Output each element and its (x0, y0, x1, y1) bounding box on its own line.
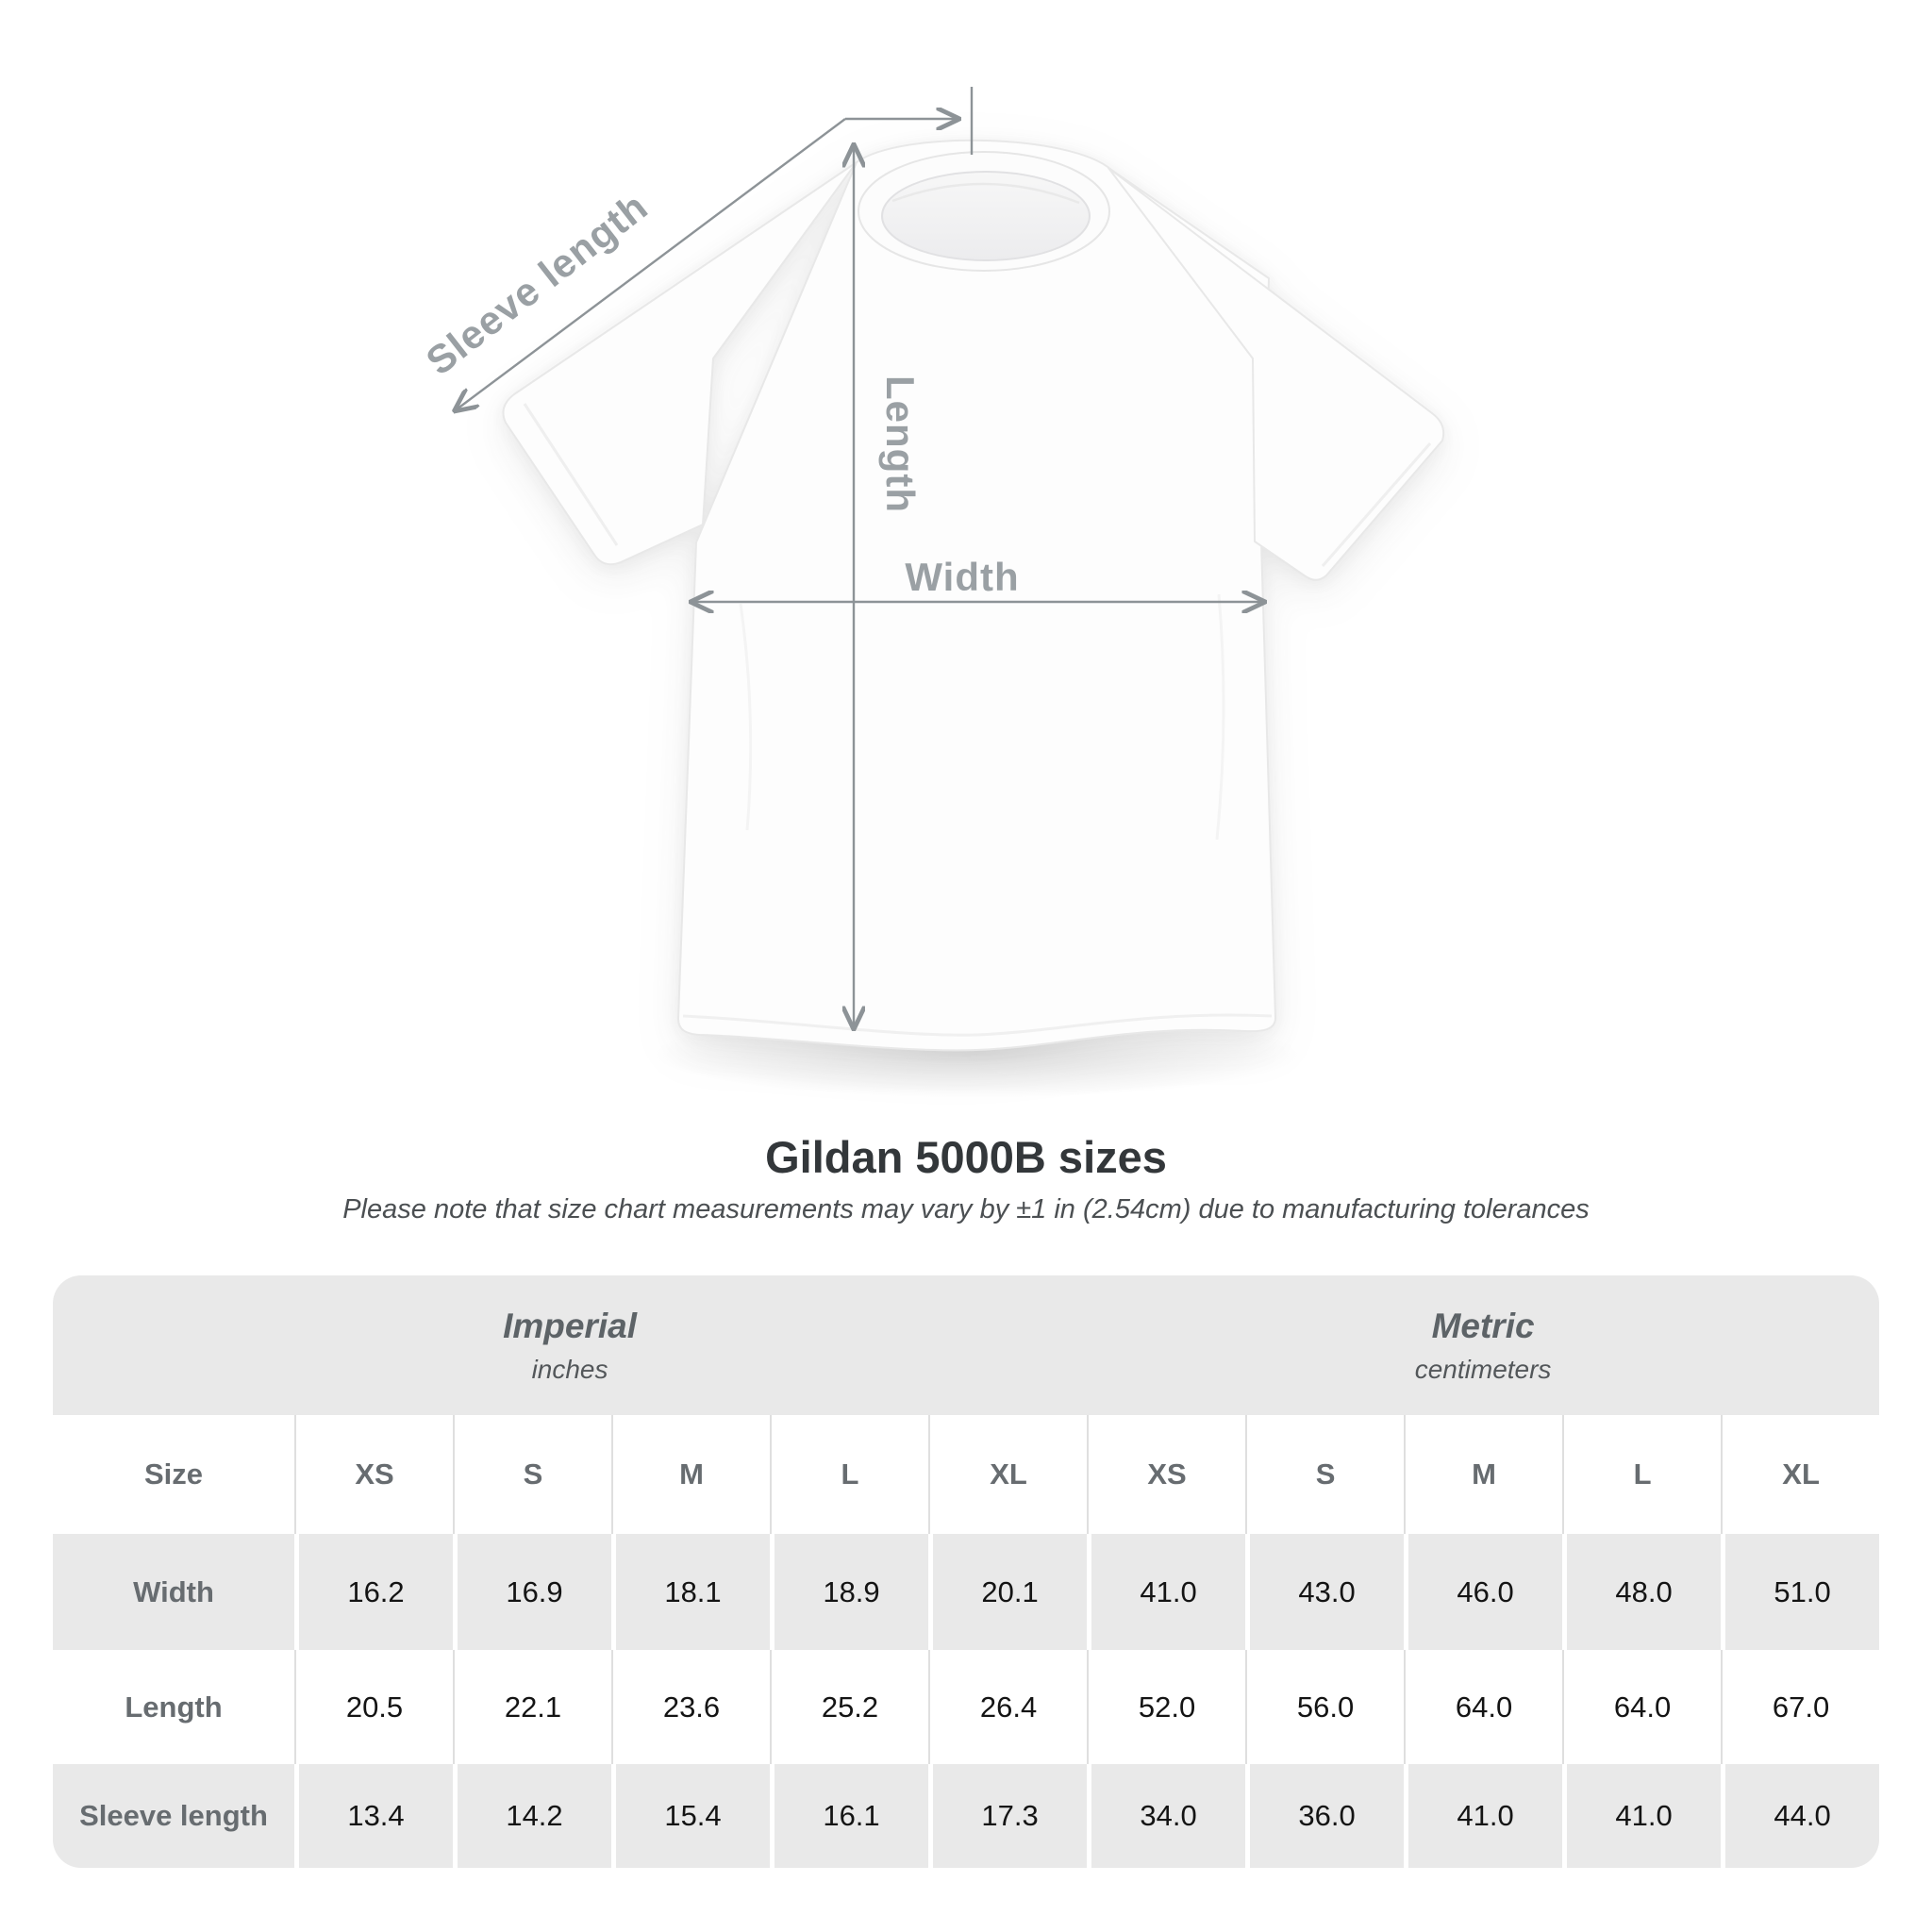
metric-label: Metric (1431, 1306, 1535, 1345)
data-cell: 14.2 (453, 1764, 611, 1868)
data-cell: 64.0 (1404, 1650, 1563, 1764)
size-header-cell: Size (53, 1415, 294, 1534)
data-cell: 67.0 (1721, 1650, 1879, 1764)
data-cell: 16.2 (294, 1534, 453, 1650)
data-cell: 51.0 (1721, 1534, 1879, 1650)
tshirt-measurement-figure: Sleeve length Length Width (418, 87, 1445, 1098)
size-col-metric-xl: XL (1721, 1415, 1879, 1534)
size-col-imperial-xs: XS (294, 1415, 453, 1534)
size-col-metric-l: L (1562, 1415, 1722, 1534)
data-cell: 20.5 (294, 1650, 453, 1764)
unit-group-header-row: Imperial inches Metric centimeters (53, 1275, 1879, 1415)
data-cell: 41.0 (1562, 1764, 1722, 1868)
size-col-metric-s: S (1245, 1415, 1405, 1534)
tshirt-left-sleeve (502, 161, 858, 566)
data-cell: 18.9 (770, 1534, 928, 1650)
tshirt-right-sleeve (1108, 167, 1445, 581)
body-fold-right (1215, 593, 1225, 841)
width-annotation: Width (905, 555, 1019, 599)
row-label-cell: Sleeve length (53, 1764, 294, 1868)
length-row: Length 20.5 22.1 23.6 25.2 26.4 52.0 56.… (53, 1650, 1879, 1764)
sleeve-length-row: Sleeve length 13.4 14.2 15.4 16.1 17.3 3… (53, 1764, 1879, 1868)
data-cell: 20.1 (928, 1534, 1088, 1650)
right-sleeve-cuff-fold (1321, 442, 1432, 567)
data-cell: 18.1 (611, 1534, 770, 1650)
collar-inner (881, 171, 1091, 261)
size-header-row: Size XS S M L XL XS S M L XL (53, 1415, 1879, 1534)
body-fold-left (739, 603, 753, 831)
width-row: Width 16.2 16.9 18.1 18.9 20.1 41.0 43.0… (53, 1534, 1879, 1650)
size-table: Imperial inches Metric centimeters Size … (53, 1275, 1879, 1868)
row-label-cell: Width (53, 1534, 294, 1650)
size-table-grid: Imperial inches Metric centimeters Size … (53, 1275, 1879, 1868)
data-cell: 41.0 (1404, 1764, 1563, 1868)
collar-back-seam (891, 182, 1080, 205)
data-cell: 22.1 (453, 1650, 611, 1764)
data-cell: 17.3 (928, 1764, 1088, 1868)
sleeve-length-arrow (457, 118, 846, 409)
tolerance-note: Please note that size chart measurements… (342, 1194, 1590, 1224)
data-cell: 44.0 (1721, 1764, 1879, 1868)
data-cell: 48.0 (1562, 1534, 1722, 1650)
size-col-imperial-m: M (611, 1415, 770, 1534)
imperial-unit-label: inches (531, 1354, 608, 1384)
size-col-metric-m: M (1404, 1415, 1563, 1534)
data-cell: 56.0 (1245, 1650, 1405, 1764)
data-cell: 16.1 (770, 1764, 928, 1868)
left-sleeve-cuff-fold (523, 403, 619, 546)
data-cell: 26.4 (928, 1650, 1088, 1764)
data-cell: 43.0 (1245, 1534, 1405, 1650)
data-cell: 13.4 (294, 1764, 453, 1868)
data-cell: 46.0 (1404, 1534, 1563, 1650)
data-cell: 64.0 (1562, 1650, 1722, 1764)
data-cell: 52.0 (1087, 1650, 1246, 1764)
data-cell: 41.0 (1087, 1534, 1246, 1650)
measurement-arrows (457, 87, 1262, 1026)
imperial-label: Imperial (503, 1306, 637, 1345)
hem-fold (682, 1013, 1273, 1037)
row-label-cell: Length (53, 1650, 294, 1764)
data-cell: 36.0 (1245, 1764, 1405, 1868)
page-title: Gildan 5000B sizes (765, 1132, 1167, 1182)
size-col-imperial-s: S (453, 1415, 611, 1534)
data-cell: 16.9 (453, 1534, 611, 1650)
length-annotation: Length (878, 375, 923, 513)
size-col-imperial-xl: XL (928, 1415, 1088, 1534)
imperial-group-header: Imperial inches (53, 1275, 1088, 1415)
data-cell: 23.6 (611, 1650, 770, 1764)
size-col-imperial-l: L (770, 1415, 928, 1534)
data-cell: 25.2 (770, 1650, 928, 1764)
data-cell: 15.4 (611, 1764, 770, 1868)
metric-unit-label: centimeters (1414, 1354, 1552, 1384)
metric-group-header: Metric centimeters (1087, 1275, 1879, 1415)
size-col-metric-xs: XS (1087, 1415, 1246, 1534)
data-cell: 34.0 (1087, 1764, 1246, 1868)
